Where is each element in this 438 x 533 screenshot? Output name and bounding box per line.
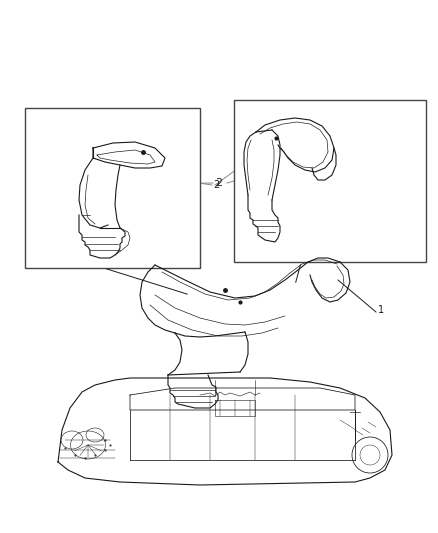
Text: 2: 2 [215,178,222,188]
Text: 2: 2 [213,180,219,190]
Bar [234,100,426,262]
Text: 1: 1 [378,305,384,315]
Bar [25,108,200,268]
